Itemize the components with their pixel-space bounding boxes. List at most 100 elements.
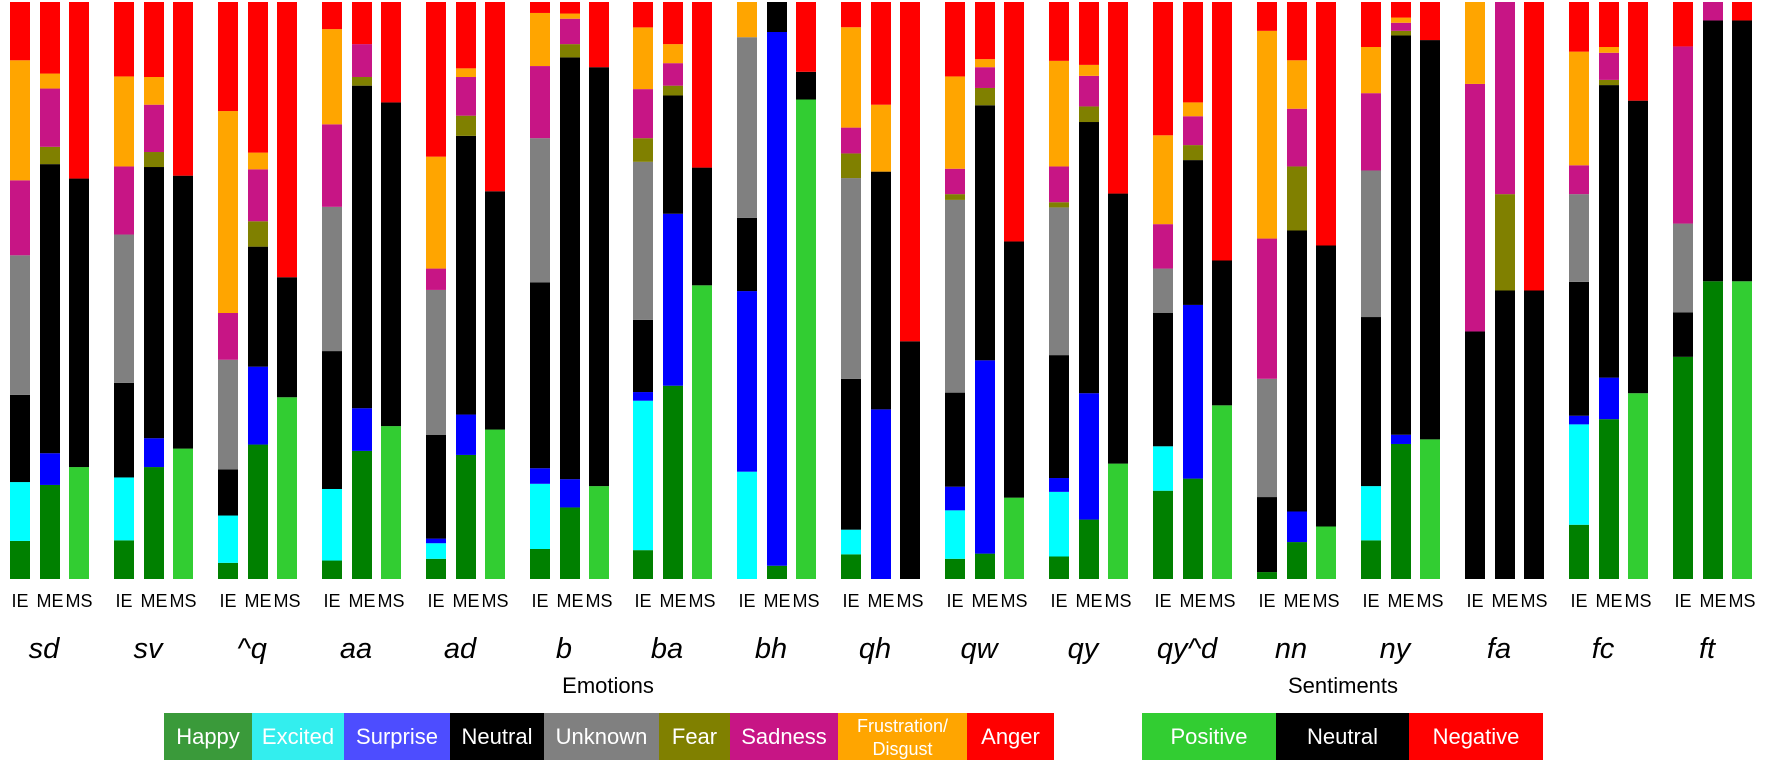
bar-segment-qy-me-happy bbox=[1079, 519, 1099, 579]
bar-segment-nn-me-happy bbox=[1287, 542, 1307, 579]
bar-segment-qy-ms-positive bbox=[1108, 463, 1128, 579]
bar-segment-bh-ms-positive bbox=[796, 99, 816, 579]
bar-segment-ba-ie-happy bbox=[633, 550, 653, 579]
bar-segment-ny-me-happy bbox=[1391, 443, 1411, 579]
bar-segment-qw-me-neutral bbox=[975, 105, 995, 361]
bar-segment-ny-me-surprise bbox=[1391, 434, 1411, 444]
bar-labels-layer: IE ME MS IE ME MS IE ME MS IE ME MS IE ME MS IE ME MS IE ME… bbox=[11, 591, 1755, 611]
bar-segment-ba-ie-frustrationdisgust bbox=[633, 27, 653, 90]
bar-segment-qw-ie-sadness bbox=[945, 168, 965, 195]
bar-segment-qyd-ie-excited bbox=[1153, 446, 1173, 491]
bar-segment-nn-ie-unknown bbox=[1257, 378, 1277, 498]
bar-segment-bh-ms-negative bbox=[796, 2, 816, 72]
legend-label: Unknown bbox=[556, 724, 648, 749]
bar-type-label: MS bbox=[689, 591, 716, 611]
bar-segment-q-ms-positive bbox=[277, 397, 297, 579]
legend-sentiments-title: Sentiments bbox=[1288, 673, 1398, 698]
bar-segment-qw-ie-happy bbox=[945, 558, 965, 579]
bar-segment-fa-ie-frustrationdisgust bbox=[1465, 2, 1485, 84]
bar-type-label: IE bbox=[634, 591, 651, 611]
bar-segment-nn-ie-neutral bbox=[1257, 497, 1277, 573]
bar-segment-aa-me-sadness bbox=[352, 44, 372, 78]
bar-segment-qyd-ms-positive bbox=[1212, 405, 1232, 579]
bar-segment-ad-me-surprise bbox=[456, 414, 476, 455]
bar-segment-qyd-ms-neutral bbox=[1212, 260, 1232, 406]
bar-segment-ba-ie-fear bbox=[633, 138, 653, 162]
bar-segment-ny-ie-unknown bbox=[1361, 170, 1381, 318]
bar-segment-ft-me-neutral bbox=[1703, 20, 1723, 282]
bar-segment-ad-ie-surprise bbox=[426, 538, 446, 544]
bar-segment-qyd-ms-negative bbox=[1212, 2, 1232, 261]
bar-type-label: MS bbox=[1001, 591, 1028, 611]
bar-type-label: IE bbox=[427, 591, 444, 611]
bar-type-label: IE bbox=[11, 591, 28, 611]
group-label: ft bbox=[1699, 633, 1717, 665]
legend-label: Frustration/ bbox=[857, 716, 948, 736]
legend-emotions-title: Emotions bbox=[562, 673, 654, 698]
bar-segment-aa-ie-happy bbox=[322, 560, 342, 579]
group-label: bh bbox=[755, 633, 787, 665]
bar-segment-ba-me-neutral bbox=[663, 95, 683, 214]
bar-segment-nn-ie-frustrationdisgust bbox=[1257, 30, 1277, 239]
bar-segment-fa-me-sadness bbox=[1495, 1, 1515, 195]
bar-segment-qyd-ie-neutral bbox=[1153, 313, 1173, 447]
bar-type-label: MS bbox=[586, 591, 613, 611]
bar-segment-ad-ms-negative bbox=[485, 2, 505, 192]
legend-label: Anger bbox=[981, 724, 1040, 749]
bar-segment-fc-ie-happy bbox=[1569, 524, 1589, 579]
bar-segment-ad-ie-unknown bbox=[426, 289, 446, 435]
bar-segment-ba-ie-sadness bbox=[633, 89, 653, 139]
bar-segment-bh-ie-unknown bbox=[737, 37, 757, 218]
bar-segment-qw-ms-negative bbox=[1004, 2, 1024, 242]
bar-segment-b-me-sadness bbox=[560, 18, 580, 45]
legend-label: Neutral bbox=[1307, 724, 1378, 749]
bar-segment-ba-ms-negative bbox=[692, 2, 712, 168]
bar-segment-aa-ms-negative bbox=[381, 1, 401, 103]
group-label: qy^d bbox=[1157, 633, 1218, 665]
legend-label: Disgust bbox=[872, 739, 932, 759]
bar-segment-q-ms-negative bbox=[277, 2, 297, 278]
bar-segment-q-me-neutral bbox=[248, 246, 268, 367]
bar-segment-ny-ie-excited bbox=[1361, 486, 1381, 541]
bar-segment-qh-ie-frustrationdisgust bbox=[841, 27, 861, 128]
bar-segment-sv-me-neutral bbox=[144, 167, 164, 439]
legend-label: Surprise bbox=[356, 724, 438, 749]
bar-segment-qw-me-anger bbox=[975, 1, 995, 60]
bar-segment-q-ie-unknown bbox=[218, 359, 238, 470]
bar-segment-bh-ie-neutral bbox=[737, 217, 757, 292]
bar-segment-ft-ie-anger bbox=[1673, 2, 1693, 47]
bar-segment-fa-me-neutral bbox=[1495, 290, 1515, 579]
legend-swatch-fear bbox=[659, 713, 730, 760]
bar-type-label: MS bbox=[1417, 591, 1444, 611]
bar-type-label: IE bbox=[738, 591, 755, 611]
bar-segment-sv-me-happy bbox=[144, 467, 164, 579]
group-label: qh bbox=[859, 633, 891, 665]
bar-segment-qyd-ie-happy bbox=[1153, 490, 1173, 579]
bar-segment-ny-ms-neutral bbox=[1420, 40, 1440, 440]
bar-segment-ny-me-fear bbox=[1391, 30, 1411, 36]
bar-type-label: ME bbox=[349, 591, 376, 611]
bar-segment-b-ie-frustrationdisgust bbox=[530, 12, 550, 67]
legend-swatch-excited bbox=[252, 713, 344, 760]
bar-segment-ad-ms-neutral bbox=[485, 191, 505, 430]
bar-segment-ba-me-surprise bbox=[663, 213, 683, 386]
bar-segment-bh-me-happy bbox=[767, 565, 787, 579]
bar-segment-nn-me-sadness bbox=[1287, 108, 1307, 167]
bar-segment-q-ie-frustrationdisgust bbox=[218, 111, 238, 314]
bar-type-label: ME bbox=[245, 591, 272, 611]
bar-segment-ad-me-neutral bbox=[456, 135, 476, 415]
bar-segment-qw-me-sadness bbox=[975, 67, 995, 88]
bar-segment-q-ie-happy bbox=[218, 562, 238, 579]
bar-segment-qyd-me-neutral bbox=[1183, 160, 1203, 305]
bar-type-label: ME bbox=[660, 591, 687, 611]
bar-segment-ny-ie-anger bbox=[1361, 1, 1381, 48]
bar-type-label: MS bbox=[1521, 591, 1548, 611]
bar-segment-bh-me-surprise bbox=[767, 32, 787, 566]
bar-type-label: IE bbox=[115, 591, 132, 611]
bar-type-label: MS bbox=[482, 591, 509, 611]
bar-type-label: IE bbox=[1258, 591, 1275, 611]
bar-segment-b-ie-neutral bbox=[530, 282, 550, 469]
legend-swatch-anger bbox=[967, 713, 1054, 760]
group-label: sv bbox=[134, 633, 165, 665]
bar-segment-qw-me-frustrationdisgust bbox=[975, 59, 995, 68]
